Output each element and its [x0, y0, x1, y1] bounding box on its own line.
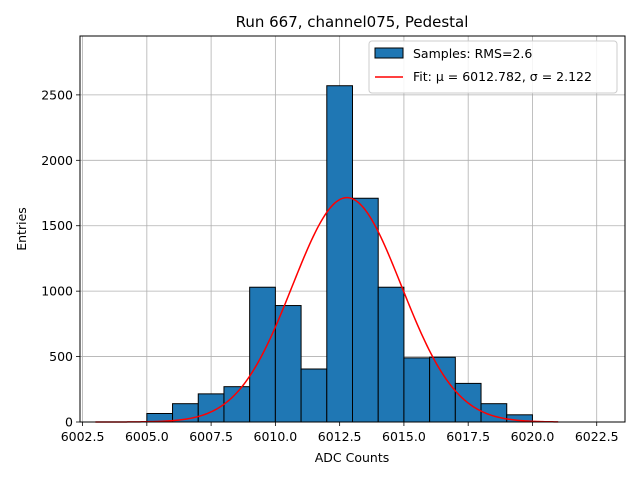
histogram-bar: [197, 393, 225, 423]
legend-histogram-patch: [374, 47, 404, 59]
histogram-bar: [352, 197, 379, 423]
histogram-bar: [300, 368, 328, 423]
y-tick-label: 1000: [41, 284, 73, 299]
x-tick-label: 6010.0: [254, 429, 298, 444]
chart-title: Run 667, channel075, Pedestal: [236, 13, 469, 31]
legend-fit-label: Fit: μ = 6012.782, σ = 2.122: [413, 69, 592, 84]
y-tick-label: 1500: [41, 218, 73, 233]
plot-frame: [79, 35, 626, 423]
x-tick-label: 6020.0: [511, 429, 555, 444]
histogram-bar: [326, 85, 353, 423]
y-axis-label: Entries: [14, 207, 29, 251]
y-tick-label: 500: [49, 349, 73, 364]
legend: Samples: RMS=2.6 Fit: μ = 6012.782, σ = …: [368, 40, 618, 94]
x-tick-label: 6007.5: [189, 429, 233, 444]
x-tick-label: 6005.0: [125, 429, 169, 444]
histogram-bar: [403, 357, 431, 423]
y-axis-ticks: 0 500 1000 1500 2000 2500: [41, 87, 80, 430]
x-tick-label: 6017.5: [446, 429, 490, 444]
x-tick-label: 6022.5: [575, 429, 619, 444]
legend-box: [368, 40, 618, 94]
y-tick-label: 0: [65, 415, 73, 430]
y-tick-label: 2000: [41, 153, 73, 168]
x-tick-label: 6015.0: [382, 429, 426, 444]
x-axis-label: ADC Counts: [315, 450, 390, 465]
fit-curve-group: [95, 196, 559, 423]
histogram-bar: [429, 356, 456, 423]
histogram-bar: [377, 286, 405, 423]
x-axis-ticks: 6002.5 6005.0 6007.5 6010.0 6012.5 6015.0 6017…: [61, 422, 619, 444]
histogram-bar: [274, 305, 302, 423]
y-tick-label: 2500: [41, 87, 73, 102]
x-tick-label: 6002.5: [61, 429, 105, 444]
legend-histogram-label: Samples: RMS=2.6: [413, 46, 532, 61]
histogram-bars: [146, 85, 533, 423]
fit-curve: [95, 196, 559, 423]
x-tick-label: 6012.5: [318, 429, 362, 444]
